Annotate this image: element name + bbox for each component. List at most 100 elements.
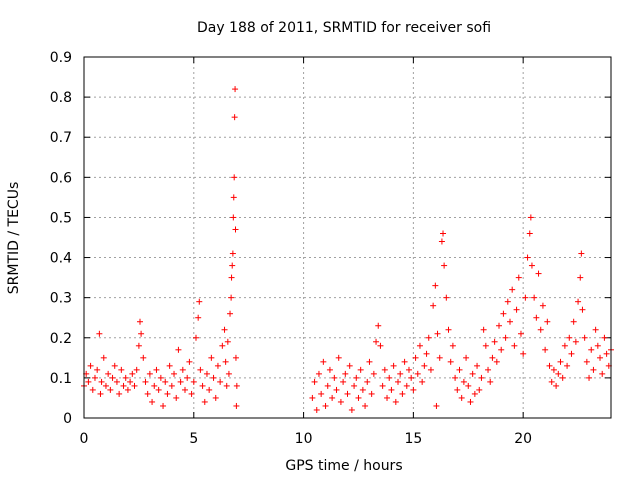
y-tick-label: 0.6 [50,170,72,186]
data-point [597,354,604,361]
data-point [89,386,96,393]
data-point [188,390,195,397]
data-point [353,374,360,381]
data-point [498,346,505,353]
data-point [432,282,439,289]
data-point [107,386,114,393]
data-point [175,346,182,353]
chart-title: Day 188 of 2011, SRMTID for receiver sof… [197,20,491,36]
data-point [231,174,238,181]
data-point [140,354,147,361]
data-point [318,390,325,397]
data-point [212,394,219,401]
data-point [232,226,239,233]
data-point [485,366,492,373]
data-point [131,382,138,389]
data-point [337,398,344,405]
data-point [528,262,535,269]
data-point [430,302,437,309]
x-tick-label: 10 [295,431,313,447]
data-point [355,394,362,401]
data-point [144,390,151,397]
data-point [333,386,340,393]
data-point [566,334,573,341]
data-point [348,406,355,413]
data-point [223,382,230,389]
data-point [155,386,162,393]
data-point [436,354,443,361]
data-point [506,318,513,325]
data-point [392,398,399,405]
data-point [586,374,593,381]
y-tick-label: 0.1 [50,371,72,387]
data-point [229,262,236,269]
data-point [526,230,533,237]
data-point [153,366,160,373]
data-point [599,370,606,377]
data-point [311,378,318,385]
y-tick-label: 0.2 [50,331,72,347]
data-point [578,250,585,257]
data-point [581,334,588,341]
data-point [195,314,202,321]
data-point [588,346,595,353]
data-point [313,406,320,413]
x-tick-label: 0 [80,431,89,447]
data-point [513,306,520,313]
data-point [517,330,524,337]
data-point [324,382,331,389]
data-point [559,374,566,381]
data-point [474,362,481,369]
data-point [206,386,213,393]
y-tick-label: 0.9 [50,50,72,66]
data-point [438,238,445,245]
data-point [408,374,415,381]
data-point [405,366,412,373]
data-point [146,370,153,377]
data-point [102,382,109,389]
data-point [179,366,186,373]
data-point [460,378,467,385]
data-point [230,194,237,201]
data-point [221,326,228,333]
data-point [553,382,560,389]
data-point [500,310,507,317]
data-point [537,326,544,333]
data-point [164,390,171,397]
data-point [425,334,432,341]
data-point [489,354,496,361]
data-point [561,342,568,349]
data-point [412,354,419,361]
data-point [142,378,149,385]
data-point [113,378,120,385]
data-point [85,378,92,385]
data-point [208,354,215,361]
y-tick-label: 0 [63,411,72,427]
data-point [522,294,529,301]
data-point [592,326,599,333]
data-point [467,398,474,405]
data-point [423,350,430,357]
data-point [544,318,551,325]
data-point [136,318,143,325]
data-point [91,374,98,381]
data-point [160,402,167,409]
data-point [447,358,454,365]
data-point [182,386,189,393]
data-point [190,378,197,385]
data-point [94,366,101,373]
data-point [344,390,351,397]
data-point [458,394,465,401]
data-point [401,358,408,365]
data-point [375,322,382,329]
data-point [440,230,447,237]
data-point [135,342,142,349]
data-point [456,366,463,373]
data-point [196,298,203,305]
data-point [138,330,145,337]
data-points [81,86,614,413]
data-point [416,342,423,349]
data-point [410,386,417,393]
x-tick-label: 15 [404,431,422,447]
data-point [230,214,237,221]
